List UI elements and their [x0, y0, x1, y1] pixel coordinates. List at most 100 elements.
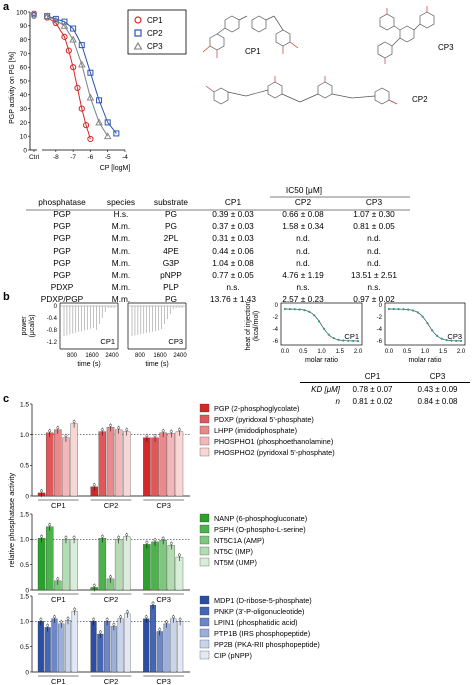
- bar-ylabel: relative phosphatase activity: [7, 473, 16, 567]
- isotherm-xtick-label: 0.5: [299, 349, 308, 355]
- legend-label-cp2: CP2: [147, 29, 163, 38]
- dose-xlabel: CP [logM]: [100, 165, 131, 172]
- chemical-structures: CP1 CP3: [202, 6, 454, 105]
- bar-replicate-point: [178, 617, 182, 621]
- bar-replicate-point: [100, 428, 104, 431]
- isotherm-xtick-label: 0.0: [385, 349, 394, 355]
- itc-ytick-label: -0.4: [47, 316, 58, 322]
- dose-point-cp1: [74, 84, 81, 92]
- bar: [44, 627, 51, 673]
- isotherm-ytick-label: -6: [273, 339, 279, 345]
- bar-legend-swatch: [199, 425, 210, 435]
- isotherm-xtick-label: 2.0: [354, 349, 363, 355]
- dose-point-cp2: [61, 18, 68, 25]
- itc-ylabel: (μcal/s): [29, 314, 36, 337]
- bar-replicate-point: [125, 428, 129, 431]
- bar-legend-label: NT5M (UMP): [214, 558, 257, 567]
- bar-replicate-point: [48, 523, 52, 527]
- dose-ytick-label: 50: [20, 78, 28, 85]
- ic50-cell: 13.51 ± 2.51: [350, 269, 398, 280]
- ic50-cell: PGP: [53, 221, 71, 232]
- isotherm-point: [459, 339, 463, 343]
- isotherm-frame: [280, 302, 363, 346]
- dose-ytick-label: 30: [20, 106, 28, 113]
- ic50-cell: 2PL: [163, 233, 179, 244]
- itc-ytick-label: 0: [54, 304, 58, 310]
- col-header: CP1: [224, 197, 242, 208]
- ic50-cell: PGP: [53, 233, 71, 244]
- isotherm-xtick-label: 1.0: [317, 349, 326, 355]
- bar-replicate-point: [145, 434, 149, 438]
- isotherm-point: [308, 310, 311, 313]
- isotherm-point: [303, 309, 306, 312]
- dose-xtick-label: -5: [105, 154, 111, 161]
- bar-replicate-point: [151, 601, 155, 605]
- bar-replicate-point: [169, 542, 173, 545]
- bar-category-label: CP3: [156, 595, 171, 604]
- ic50-cell: n.d.: [296, 257, 310, 268]
- ic50-cell: 1.04 ± 0.08: [212, 257, 254, 268]
- isotherm-frame: [384, 302, 466, 346]
- isotherm-point: [450, 339, 453, 342]
- ic50-cell: PGP: [53, 269, 71, 280]
- ic50-cell: 0.37 ± 0.03: [212, 221, 254, 232]
- ic50-cell: 0.39 ± 0.03: [212, 209, 254, 220]
- ic50-cell: 13.76 ± 1.43: [209, 293, 257, 304]
- bar-legend-label: CIP (pNPP): [214, 651, 252, 660]
- dose-legend: CP1 CP2 CP3: [127, 9, 187, 55]
- bar-replicate-point: [64, 535, 68, 539]
- structure-label-cp3: CP3: [438, 43, 454, 52]
- bar-replicate-point: [169, 430, 173, 433]
- bar-legend-label: PNKP (3'-P-oligonucleotide): [214, 607, 305, 616]
- bar-replicate-point: [56, 426, 60, 430]
- ic50-cell: n.d.: [367, 257, 381, 268]
- isotherm-xtick-label: 1.5: [336, 349, 345, 355]
- bar: [159, 540, 167, 591]
- ic50-cell: 1.07 ± 0.30: [353, 209, 395, 220]
- ic50-cell: PGP: [53, 209, 71, 220]
- bar: [71, 611, 78, 673]
- dose-point-cp1: [61, 33, 68, 40]
- ic50-row: PDXP M.m. PLP n.s. n.s. n.s.: [26, 281, 410, 293]
- isotherm-ytick-label: 0: [275, 303, 279, 309]
- itc-xlabel: time (s): [77, 361, 100, 368]
- bar: [114, 539, 123, 591]
- bar-legend-label: NT5C (IMP): [214, 547, 253, 556]
- ic50-cell: PDXP/PGP: [40, 293, 84, 304]
- ic50-cell: 0.31 ± 0.03: [212, 233, 254, 244]
- bar-replicate-point: [119, 615, 123, 619]
- isotherm-xtick-label: 1.5: [439, 349, 448, 355]
- ic50-cell: M.m.: [111, 293, 131, 304]
- bar: [117, 618, 124, 673]
- dose-ylabel: PGP activity on PG [%]: [9, 52, 16, 124]
- isotherm-point: [392, 307, 395, 311]
- bar-replicate-point: [100, 534, 104, 538]
- bar: [114, 429, 123, 497]
- kd-row-label: n: [335, 396, 340, 406]
- bar-legend-swatch: [199, 628, 210, 638]
- bar-replicate-point: [40, 489, 43, 493]
- bar-legend-label: PSPH (O-phospho-L-serine): [214, 525, 306, 534]
- ic50-cell: M.m.: [111, 221, 131, 232]
- legend-marker-cp2: [134, 29, 142, 37]
- isotherm-point: [342, 339, 345, 342]
- ic50-cell: n.s.: [226, 281, 240, 292]
- bar-replicate-point: [40, 534, 43, 538]
- bar: [149, 604, 157, 673]
- bar-replicate-point: [46, 624, 50, 627]
- bar-legend-swatch: [199, 414, 210, 424]
- col-header: phosphatase: [38, 197, 86, 208]
- bar-replicate-point: [92, 483, 96, 487]
- isotherm-point: [407, 308, 410, 311]
- bar-replicate-point: [64, 434, 68, 438]
- isotherm-point: [426, 322, 429, 325]
- itc-xtick-label: 2400: [173, 353, 187, 359]
- bar-replicate-point: [72, 535, 76, 539]
- dose-ytick-label: 10: [20, 134, 28, 141]
- isotherm-ytick-label: -4: [377, 327, 383, 333]
- bar: [170, 618, 177, 673]
- bar-legend-swatch: [199, 639, 210, 649]
- ic50-cell: PG: [165, 221, 177, 232]
- dose-point-cp1: [70, 64, 77, 71]
